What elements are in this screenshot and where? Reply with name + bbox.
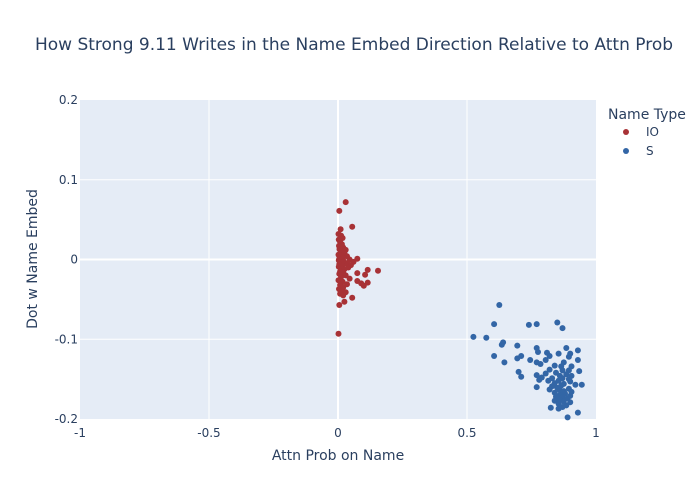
data-point[interactable] <box>567 378 574 385</box>
data-point[interactable] <box>337 226 344 233</box>
x-tick-labels: -1 -0.5 0 0.5 1 <box>74 426 600 440</box>
data-point[interactable] <box>563 371 570 378</box>
data-point[interactable] <box>535 349 541 355</box>
data-point[interactable] <box>533 384 540 391</box>
legend-item-s[interactable]: S <box>623 144 654 158</box>
y-tick-label: 0.2 <box>59 93 78 107</box>
data-point[interactable] <box>536 376 543 383</box>
data-point[interactable] <box>555 350 562 357</box>
x-tick-label: 0 <box>334 426 342 440</box>
data-point[interactable] <box>559 325 566 332</box>
legend-marker <box>623 148 629 154</box>
data-point[interactable] <box>346 275 353 282</box>
data-point[interactable] <box>559 367 566 374</box>
data-point[interactable] <box>563 345 570 351</box>
data-point[interactable] <box>551 362 558 369</box>
data-point[interactable] <box>537 361 544 367</box>
data-point[interactable] <box>576 368 583 375</box>
data-point[interactable] <box>564 414 571 421</box>
data-point[interactable] <box>574 409 581 416</box>
data-point[interactable] <box>342 199 349 206</box>
series-io <box>335 199 381 337</box>
legend-label: S <box>646 144 654 158</box>
data-point[interactable] <box>375 267 381 274</box>
data-point[interactable] <box>546 386 553 393</box>
data-point[interactable] <box>364 266 371 273</box>
data-point[interactable] <box>533 372 540 379</box>
x-tick-label: 1 <box>592 426 600 440</box>
data-point[interactable] <box>554 319 561 326</box>
y-tick-labels: -0.2 -0.1 0 0.1 0.2 <box>55 93 78 426</box>
chart-title: How Strong 9.11 Writes in the Name Embed… <box>35 35 673 55</box>
data-point[interactable] <box>360 282 367 289</box>
data-point[interactable] <box>527 357 534 363</box>
data-point[interactable] <box>354 270 361 277</box>
data-point[interactable] <box>349 223 356 230</box>
legend-items[interactable]: IO S <box>623 125 659 158</box>
data-point[interactable] <box>341 298 348 305</box>
data-point[interactable] <box>336 302 343 308</box>
data-point[interactable] <box>542 357 549 363</box>
data-point[interactable] <box>578 381 585 388</box>
y-axis-title: Dot w Name Embed <box>25 189 41 329</box>
data-point[interactable] <box>349 294 356 301</box>
x-tick-label: 0.5 <box>457 426 476 440</box>
data-point[interactable] <box>518 373 525 380</box>
data-point[interactable] <box>542 370 549 377</box>
data-point[interactable] <box>498 341 505 348</box>
data-point[interactable] <box>491 321 498 328</box>
data-point[interactable] <box>565 353 572 360</box>
data-point[interactable] <box>335 330 342 337</box>
legend-title: Name Type <box>608 107 686 123</box>
data-point[interactable] <box>574 347 581 354</box>
data-point[interactable] <box>555 405 562 412</box>
data-point[interactable] <box>491 353 498 359</box>
data-point[interactable] <box>501 359 508 366</box>
y-tick-label: 0 <box>70 253 78 267</box>
data-point[interactable] <box>515 368 522 375</box>
data-point[interactable] <box>514 342 521 349</box>
data-point[interactable] <box>525 321 532 328</box>
y-tick-label: -0.1 <box>55 332 78 346</box>
data-point[interactable] <box>362 271 369 278</box>
data-point[interactable] <box>546 366 553 373</box>
data-point[interactable] <box>574 357 581 363</box>
legend-item-io[interactable]: IO <box>623 125 659 139</box>
data-point[interactable] <box>496 302 503 308</box>
data-point[interactable] <box>514 355 521 362</box>
data-point[interactable] <box>533 321 540 328</box>
x-tick-label: -0.5 <box>197 426 220 440</box>
series-s <box>470 302 585 421</box>
legend[interactable]: Name Type IO S <box>608 107 686 158</box>
y-tick-label: 0.1 <box>59 173 78 187</box>
data-point[interactable] <box>547 404 554 411</box>
data-point[interactable] <box>340 292 347 299</box>
data-point[interactable] <box>483 334 490 341</box>
data-point[interactable] <box>545 377 552 384</box>
data-points <box>335 199 585 421</box>
data-point[interactable] <box>470 333 477 340</box>
data-point[interactable] <box>546 353 553 359</box>
x-tick-label: -1 <box>74 426 86 440</box>
y-tick-label: -0.2 <box>55 412 78 426</box>
data-point[interactable] <box>572 381 579 388</box>
data-point[interactable] <box>336 207 343 214</box>
legend-marker <box>623 129 629 135</box>
x-axis-title: Attn Prob on Name <box>272 448 404 464</box>
legend-label: IO <box>646 125 659 139</box>
